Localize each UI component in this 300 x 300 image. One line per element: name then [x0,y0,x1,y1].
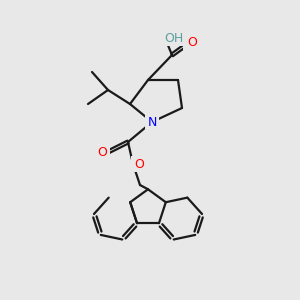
Text: N: N [147,116,157,128]
Text: O: O [97,146,107,158]
Text: N: N [147,116,157,128]
Text: O: O [187,35,197,49]
Text: O: O [134,158,144,170]
Text: OH: OH [164,32,184,44]
Text: O: O [185,35,195,49]
Text: OH: OH [164,32,184,44]
Text: O: O [98,146,108,158]
Text: O: O [133,158,143,170]
